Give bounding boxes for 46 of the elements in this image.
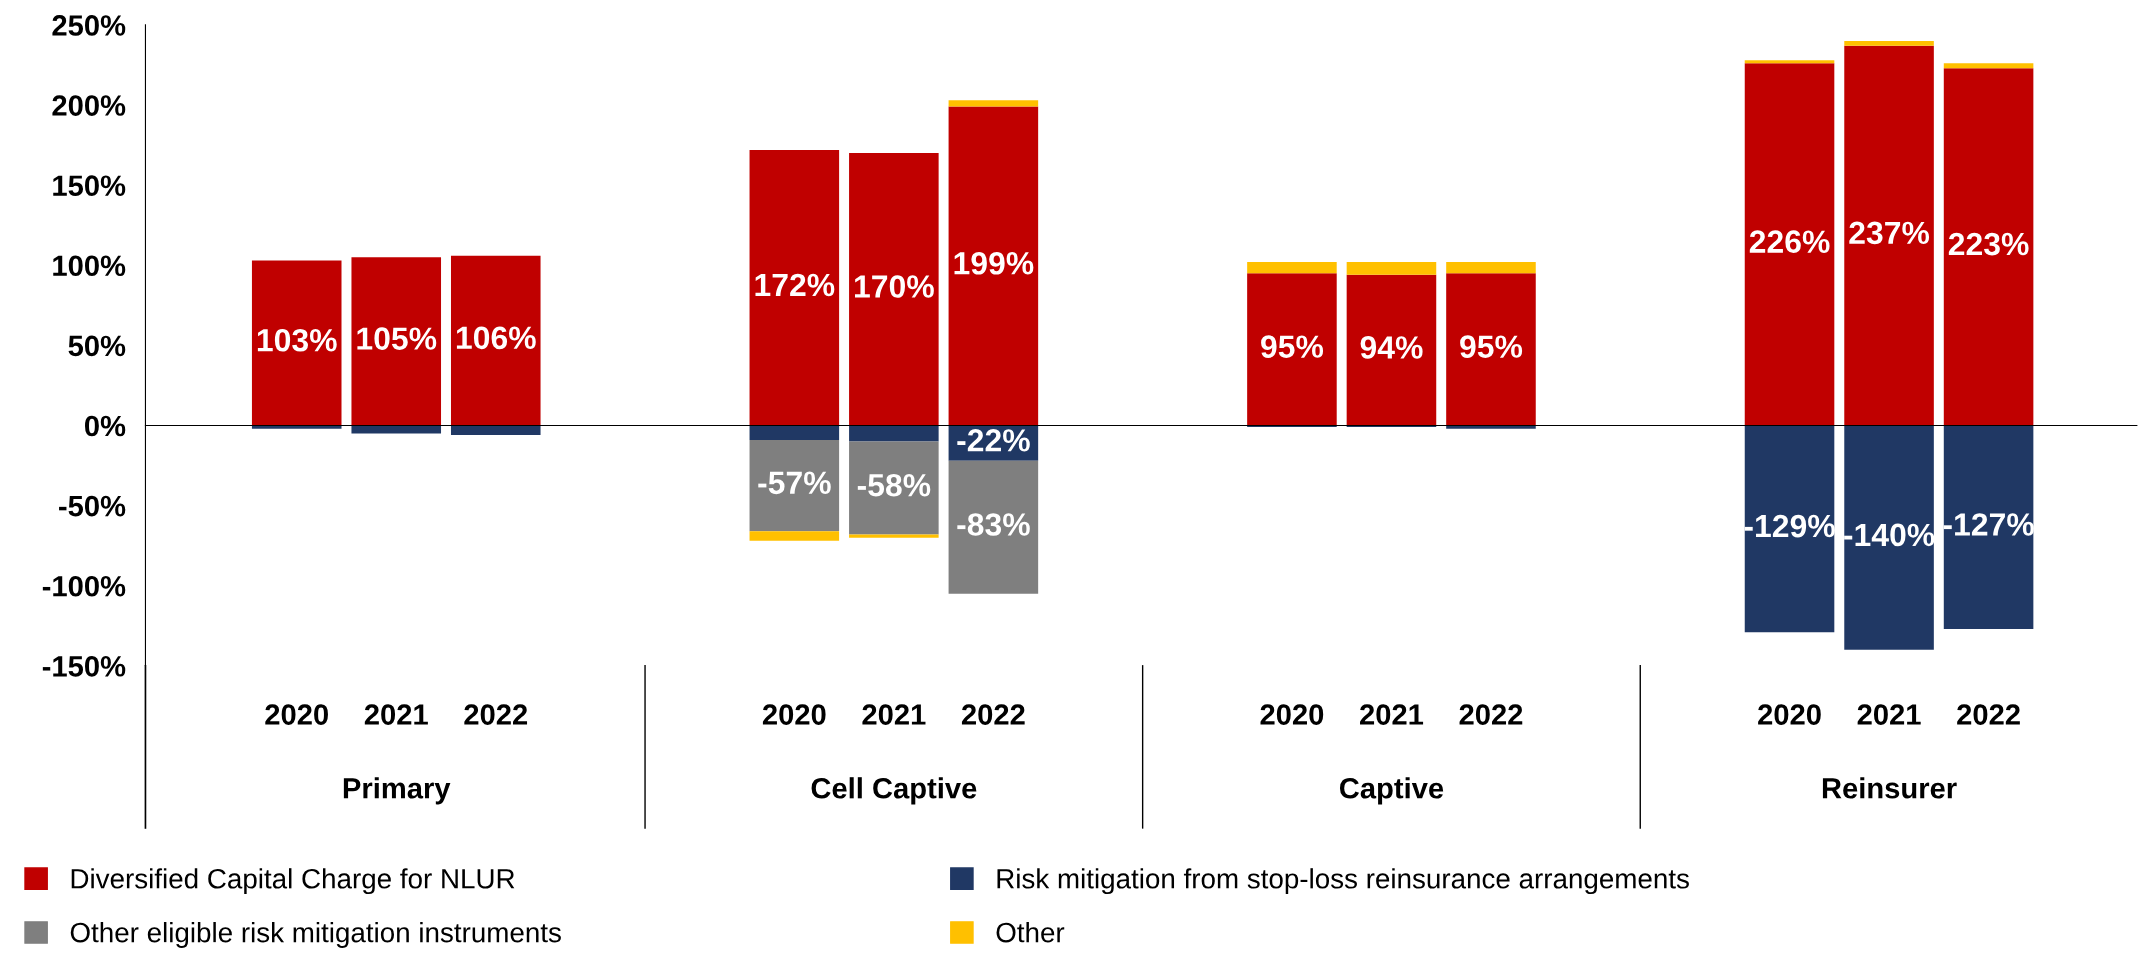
data-label: -140% [1844, 523, 1935, 547]
data-label: 237% [1849, 221, 1930, 245]
x-tick-label: 2020 [1260, 704, 1324, 725]
data-label: 223% [1948, 232, 2029, 256]
x-tick-label: 2020 [265, 704, 328, 725]
y-tick-label: 0% [85, 415, 126, 437]
data-label: -58% [857, 473, 931, 497]
y-tick-label: -100% [42, 575, 126, 597]
x-tick-label: 2022 [1957, 704, 2020, 725]
data-label: 103% [257, 328, 337, 352]
x-tick-label: 2022 [961, 704, 1025, 725]
data-label: 172% [755, 273, 835, 297]
legend-label: Other [996, 922, 1065, 943]
x-tick-label: 2021 [862, 704, 926, 725]
x-tick-label: 2022 [464, 704, 528, 725]
data-label: 105% [357, 327, 437, 350]
data-label: 199% [954, 252, 1034, 275]
x-tick-label: 2021 [364, 704, 428, 725]
data-label: 95% [1460, 335, 1523, 358]
y-tick-label: 150% [53, 175, 126, 196]
y-tick-label: 50% [68, 335, 126, 357]
data-label: -22% [957, 429, 1030, 452]
data-label: 226% [1749, 230, 1830, 253]
y-tick-label: 100% [53, 255, 126, 277]
data-label: 94% [1360, 336, 1423, 359]
x-tick-label: 2022 [1459, 704, 1523, 725]
y-tick-label: -50% [59, 495, 126, 517]
legend-label: Diversified Capital Charge for NLUR [71, 868, 515, 895]
text: Reinsurer [1822, 777, 1957, 799]
y-tick-label: 250% [52, 15, 126, 36]
x-tick-label: 2020 [762, 704, 826, 725]
data-label: 106% [456, 326, 536, 350]
legend-label: Risk mitigation from stop-loss reinsurance arrangements [997, 868, 1689, 895]
legend-label: Other eligible risk mitigation instruments [70, 922, 561, 948]
data-label: -57% [758, 471, 831, 495]
x-tick-label: 2021 [1360, 704, 1424, 725]
y-tick-label: 200% [52, 95, 126, 116]
text: Cell Captive [811, 777, 977, 805]
data-label: 170% [855, 275, 934, 298]
text: Primary [343, 777, 451, 805]
text: Captive [1339, 777, 1444, 805]
x-tick-label: 2020 [1758, 704, 1821, 725]
data-label: 95% [1261, 335, 1324, 358]
data-label: -83% [957, 513, 1030, 536]
y-tick-label: -150% [42, 656, 126, 677]
x-tick-label: 2021 [1857, 704, 1921, 725]
